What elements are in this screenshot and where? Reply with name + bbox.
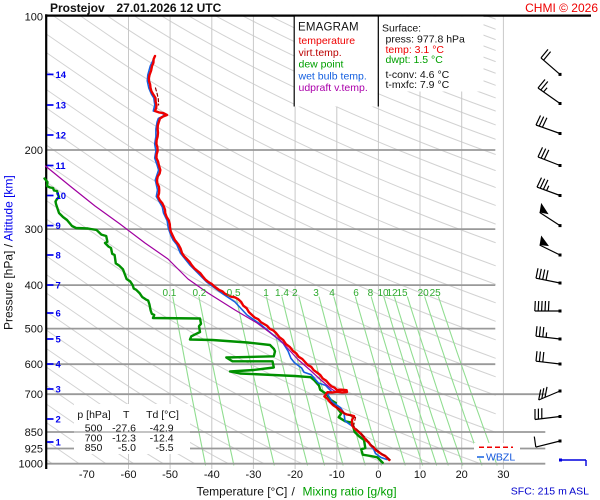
svg-text:700: 700 [25,389,43,401]
svg-text:850: 850 [85,442,103,454]
svg-text:6: 6 [56,309,61,320]
svg-text:7: 7 [56,281,61,292]
svg-text:8: 8 [56,251,61,262]
svg-text:10: 10 [56,191,67,202]
svg-text:-30: -30 [245,469,261,481]
svg-text:WBZL: WBZL [486,452,515,464]
svg-text:press: 977.8 hPa: press: 977.8 hPa [386,34,466,46]
svg-text:p [hPa]: p [hPa] [77,409,110,421]
svg-text:3: 3 [313,288,319,299]
svg-text:udpraft v.temp.: udpraft v.temp. [299,82,368,94]
svg-text:400: 400 [25,280,43,292]
svg-text:temperature: temperature [299,35,356,47]
svg-text:1: 1 [56,438,62,449]
svg-text:SFC: 215 m ASL: SFC: 215 m ASL [511,486,589,498]
svg-text:0.5: 0.5 [227,288,241,299]
svg-text:Pressure [hPa] / Altitude [k: Pressure [hPa] / Altitude [km] [2,175,16,330]
svg-text:700: 700 [85,433,103,445]
svg-text:20: 20 [418,288,430,299]
svg-text:-12.3: -12.3 [112,433,136,445]
svg-text:-20: -20 [287,469,303,481]
svg-text:Td [°C]: Td [°C] [146,409,179,421]
svg-text:-70: -70 [79,469,95,481]
svg-text:Mixing ratio [g/kg]: Mixing ratio [g/kg] [303,485,397,499]
svg-text:2: 2 [292,288,298,299]
svg-text:10: 10 [414,469,426,481]
svg-text:3: 3 [56,385,61,396]
svg-text:13: 13 [56,101,67,112]
svg-text:dew point: dew point [299,59,344,71]
svg-text:virt.temp.: virt.temp. [299,47,342,59]
svg-text:EMAGRAM: EMAGRAM [298,22,359,34]
svg-text:300: 300 [25,224,43,236]
svg-text:2: 2 [56,415,61,426]
svg-text:0: 0 [375,469,381,481]
svg-text:12: 12 [56,131,67,142]
svg-text:1.4: 1.4 [275,288,289,299]
svg-text:T: T [123,409,130,421]
svg-text:500: 500 [25,324,43,336]
svg-text:500: 500 [85,422,103,434]
svg-text:850: 850 [25,427,43,439]
svg-text:27.01.2026 12 UTC: 27.01.2026 12 UTC [117,1,222,15]
svg-text:10: 10 [377,288,389,299]
svg-text:-5.0: -5.0 [118,442,136,454]
svg-text:wet bulb temp.: wet bulb temp. [298,70,367,82]
svg-text:15: 15 [396,288,408,299]
svg-text:-60: -60 [121,469,137,481]
svg-text:-40: -40 [204,469,220,481]
svg-text:25: 25 [430,288,442,299]
svg-text:6: 6 [353,288,359,299]
svg-text:/: / [292,485,296,499]
svg-text:Temperature [°C]: Temperature [°C] [197,485,288,499]
svg-text:4: 4 [56,360,62,371]
svg-text:0.1: 0.1 [162,288,176,299]
svg-text:9: 9 [56,221,61,232]
svg-text:t-conv: 4.6 °C: t-conv: 4.6 °C [386,69,450,81]
svg-text:-10: -10 [329,469,345,481]
svg-text:200: 200 [25,145,43,157]
svg-text:14: 14 [56,70,67,81]
svg-text:12: 12 [386,288,398,299]
svg-text:CHMI © 2026: CHMI © 2026 [525,1,598,15]
svg-text:1: 1 [263,288,269,299]
svg-text:5: 5 [56,335,62,346]
svg-text:1000: 1000 [19,459,43,471]
svg-text:11: 11 [56,161,67,172]
svg-text:0.2: 0.2 [192,288,206,299]
svg-text:30: 30 [497,469,509,481]
svg-text:-50: -50 [162,469,178,481]
svg-text:-42.9: -42.9 [150,422,174,434]
svg-text:Surface:: Surface: [382,23,421,35]
svg-text:600: 600 [25,359,43,371]
svg-text:4: 4 [329,288,335,299]
svg-text:Prostejov: Prostejov [50,1,105,15]
svg-text:-27.6: -27.6 [112,422,136,434]
svg-text:8: 8 [368,288,374,299]
svg-text:t-mxfc: 7.9 °C: t-mxfc: 7.9 °C [386,79,450,91]
svg-text:20: 20 [456,469,468,481]
svg-text:temp: 3.1 °C: temp: 3.1 °C [386,44,445,56]
svg-text:dwpt: 1.5 °C: dwpt: 1.5 °C [386,54,444,66]
svg-text:925: 925 [25,444,43,456]
svg-text:-5.5: -5.5 [156,442,174,454]
svg-text:-12.4: -12.4 [150,433,174,445]
svg-text:100: 100 [25,12,43,24]
